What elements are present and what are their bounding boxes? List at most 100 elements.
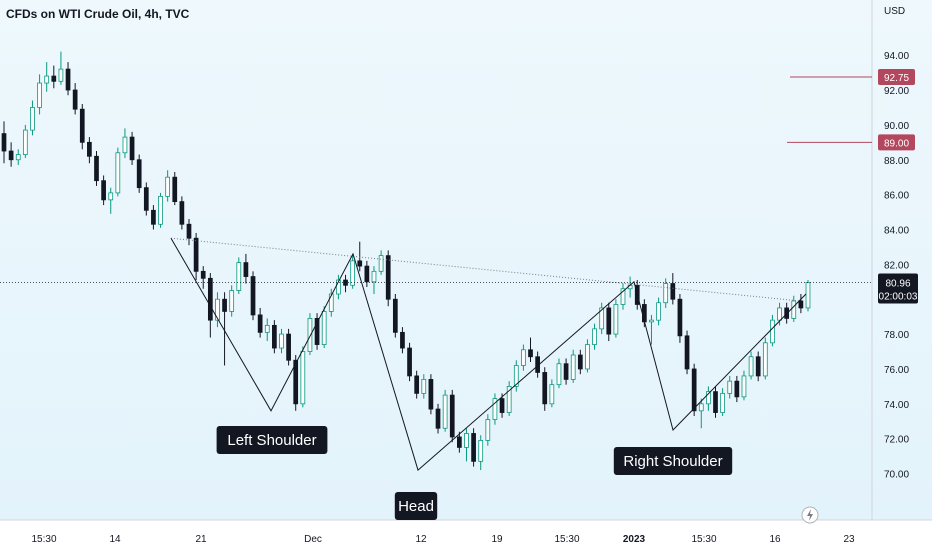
candle [136,154,142,193]
candle [478,435,484,471]
candle-body [250,276,256,316]
candle [706,386,711,411]
last-price-countdown: 02:00:03 [879,291,918,302]
candle [101,175,106,206]
candle [94,151,99,186]
candle [158,192,163,228]
y-tick-label: 86.00 [884,191,909,202]
candle-body [449,394,455,438]
x-tick-label: 2023 [623,534,646,545]
price-level-label: 89.00 [884,138,909,149]
candle-body [720,392,725,413]
candle-body [193,237,199,272]
candle [577,349,583,375]
x-tick-label: 15:30 [31,534,56,545]
neckline [170,237,801,302]
candle [186,219,192,246]
candle-body [279,333,284,349]
candle [471,428,476,467]
candle-body [314,318,320,345]
candle [165,170,171,202]
candle [713,386,718,418]
candle [620,283,626,310]
candle-body [1,133,7,152]
candle [44,62,50,92]
candle-body [613,304,619,335]
candle [314,313,320,350]
candle-body [435,408,441,429]
candle-body [385,255,391,300]
candle-body [115,152,121,194]
candle [585,339,590,373]
candle-body [656,302,661,321]
candle-body [570,354,576,380]
candle [684,330,690,375]
candle [286,328,291,366]
lightning-icon-glyph [807,509,813,521]
candle [720,388,725,417]
candle-body [286,333,291,361]
candle [193,232,199,281]
annotation-label: Right Shoulder [623,453,722,470]
candle-body [101,180,106,201]
candle-body [143,187,149,211]
price-level-badge [878,68,915,85]
candle-body [65,68,71,91]
head-and-shoulders-path [170,237,807,471]
last-price-value: 80.96 [885,278,910,289]
candle [435,403,441,434]
candle-body [770,319,775,344]
y-tick-label: 92.00 [884,86,909,97]
candle-body [392,298,398,333]
candle-body [442,394,448,429]
candle [528,337,533,362]
annotation-box [613,447,733,475]
candle [392,293,398,338]
candle-body [521,349,526,366]
candle [279,328,284,354]
candle-body [51,75,57,82]
candle [22,124,28,159]
x-tick-label: 15:30 [691,534,716,545]
candle-body [350,260,355,286]
candle [691,363,697,417]
candle-body [207,277,213,321]
candle-body [300,351,306,405]
candle-body [94,155,99,182]
candle [8,142,14,167]
candle-body [272,324,277,349]
y-tick-label: 88.00 [884,156,909,167]
candle [762,337,768,380]
candle-body [222,298,227,312]
candle [236,257,242,294]
candle-body [684,335,690,370]
candle [350,253,355,289]
candle-body [200,270,206,279]
candle-body [663,283,669,304]
candle-body [698,403,704,412]
y-tick-label: 82.00 [884,260,909,271]
candle [343,274,348,293]
candle [172,171,178,206]
candle-body [87,141,92,157]
candle-body [30,107,35,131]
candle [328,288,334,317]
candle [485,414,491,446]
candle-body [577,354,583,370]
candle-body [513,365,519,387]
candle-body [478,440,484,462]
candle-body [179,201,185,225]
candle [734,375,740,403]
candle-body [464,433,469,448]
candle-body [108,192,114,201]
candle-body [741,375,747,398]
candle-body [563,363,569,380]
candle-body [364,265,370,283]
candle-body [15,154,21,161]
candle-body [336,279,341,295]
candle [428,374,434,415]
candle-body [72,89,78,110]
candle-body [321,311,327,345]
